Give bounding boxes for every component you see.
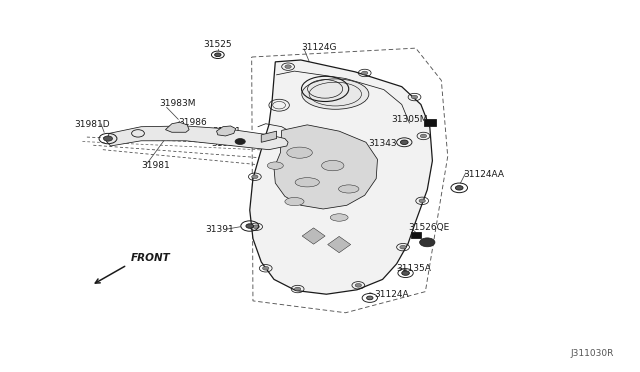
- Polygon shape: [106, 126, 288, 150]
- Circle shape: [420, 238, 435, 247]
- Text: 31525: 31525: [204, 40, 232, 49]
- Polygon shape: [261, 131, 276, 142]
- Circle shape: [419, 199, 426, 203]
- Circle shape: [400, 245, 406, 249]
- Circle shape: [246, 224, 253, 228]
- Text: FRONT: FRONT: [131, 253, 170, 263]
- Text: 31981: 31981: [141, 161, 170, 170]
- Text: 31305M: 31305M: [392, 115, 428, 124]
- Text: J311030R: J311030R: [570, 349, 614, 358]
- Ellipse shape: [330, 214, 348, 221]
- Circle shape: [367, 296, 373, 300]
- Ellipse shape: [339, 185, 359, 193]
- Bar: [411, 232, 420, 238]
- Text: 31981D: 31981D: [74, 121, 109, 129]
- Circle shape: [252, 175, 258, 179]
- Circle shape: [259, 138, 266, 141]
- Text: 31986: 31986: [178, 118, 207, 127]
- Text: 31124A: 31124A: [374, 290, 409, 299]
- Circle shape: [253, 225, 259, 229]
- Text: 31391: 31391: [205, 225, 234, 234]
- Text: 3198B: 3198B: [211, 139, 241, 148]
- Polygon shape: [274, 125, 378, 209]
- Circle shape: [262, 266, 269, 270]
- Text: 31124AA: 31124AA: [464, 170, 505, 179]
- Circle shape: [104, 136, 113, 141]
- Circle shape: [355, 283, 362, 287]
- Text: 31526QE: 31526QE: [408, 223, 449, 232]
- Text: 31124G: 31124G: [301, 43, 337, 52]
- Ellipse shape: [321, 160, 344, 171]
- Circle shape: [214, 53, 221, 57]
- Circle shape: [362, 71, 368, 75]
- Polygon shape: [216, 126, 236, 136]
- Text: 31135A: 31135A: [397, 264, 431, 273]
- Ellipse shape: [285, 198, 304, 206]
- Ellipse shape: [287, 147, 312, 158]
- Polygon shape: [250, 60, 433, 294]
- Polygon shape: [302, 228, 325, 244]
- Text: 31991: 31991: [212, 126, 241, 136]
- Ellipse shape: [302, 79, 369, 109]
- Ellipse shape: [295, 178, 319, 187]
- Text: 31983M: 31983M: [159, 99, 196, 108]
- Circle shape: [294, 287, 301, 291]
- Circle shape: [420, 134, 427, 138]
- Circle shape: [456, 186, 463, 190]
- Circle shape: [402, 271, 410, 275]
- Bar: [424, 119, 436, 126]
- Circle shape: [412, 95, 418, 99]
- Circle shape: [235, 138, 245, 144]
- Circle shape: [401, 140, 408, 144]
- Polygon shape: [328, 236, 351, 253]
- Circle shape: [285, 65, 291, 68]
- Polygon shape: [166, 122, 189, 132]
- Ellipse shape: [268, 162, 284, 169]
- Text: 31343: 31343: [368, 139, 397, 148]
